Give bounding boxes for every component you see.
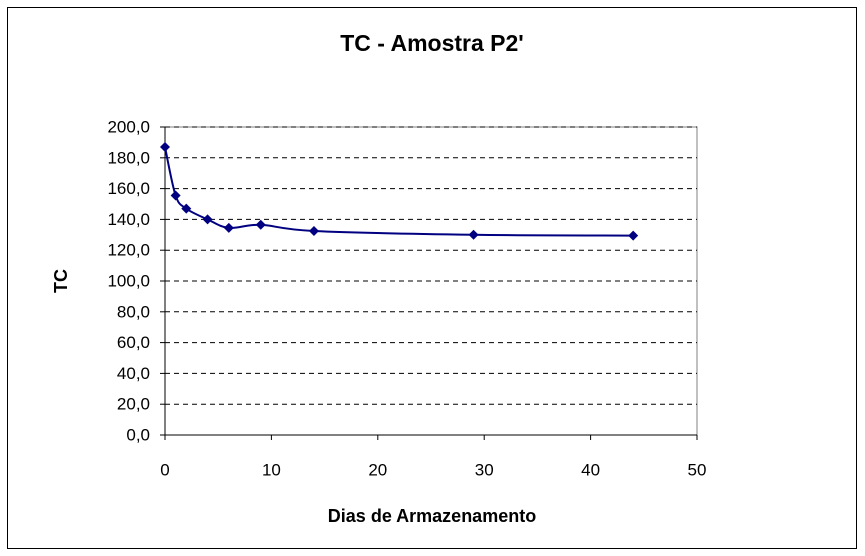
x-tick-label: 10: [262, 460, 281, 479]
data-point: [181, 203, 192, 214]
data-point: [468, 229, 479, 240]
data-point: [308, 225, 319, 236]
y-tick-label: 160,0: [107, 179, 150, 198]
data-point: [628, 230, 639, 241]
y-tick-label: 200,0: [107, 117, 150, 136]
data-point: [160, 142, 170, 153]
y-tick-label: 120,0: [107, 241, 150, 260]
data-point: [202, 214, 213, 225]
y-tick-label: 40,0: [117, 364, 150, 383]
data-point: [255, 219, 266, 230]
x-tick-label: 50: [688, 460, 707, 479]
data-point: [170, 190, 181, 201]
chart-title: TC - Amostra P2': [340, 30, 524, 56]
x-axis-title: Dias de Armazenamento: [328, 506, 536, 526]
x-tick-label: 0: [160, 460, 169, 479]
y-tick-label: 100,0: [107, 271, 150, 290]
y-tick-label: 20,0: [117, 395, 150, 414]
x-tick-label: 40: [581, 460, 600, 479]
y-tick-label: 140,0: [107, 210, 150, 229]
x-tick-label: 20: [368, 460, 387, 479]
x-tick-label: 30: [475, 460, 494, 479]
y-tick-label: 60,0: [117, 333, 150, 352]
y-tick-label: 0,0: [126, 425, 150, 444]
y-tick-label: 180,0: [107, 148, 150, 167]
data-point: [223, 222, 234, 233]
y-tick-label: 80,0: [117, 302, 150, 321]
y-axis-title: TC: [51, 269, 71, 293]
